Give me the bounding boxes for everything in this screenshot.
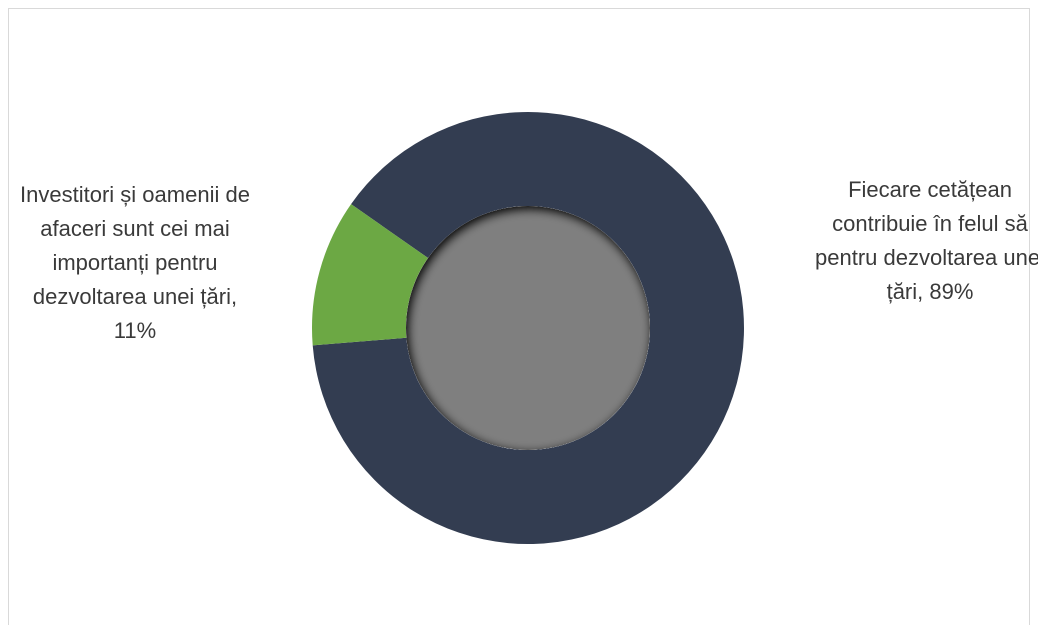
donut-slice (312, 204, 429, 346)
data-label: Investitori și oamenii de afaceri sunt c… (20, 182, 250, 343)
chart-frame (8, 8, 1030, 625)
data-label: Fiecare cetățean contribuie în felul să … (815, 177, 1038, 304)
donut-slice (312, 111, 744, 544)
hole-shadow (406, 206, 650, 450)
